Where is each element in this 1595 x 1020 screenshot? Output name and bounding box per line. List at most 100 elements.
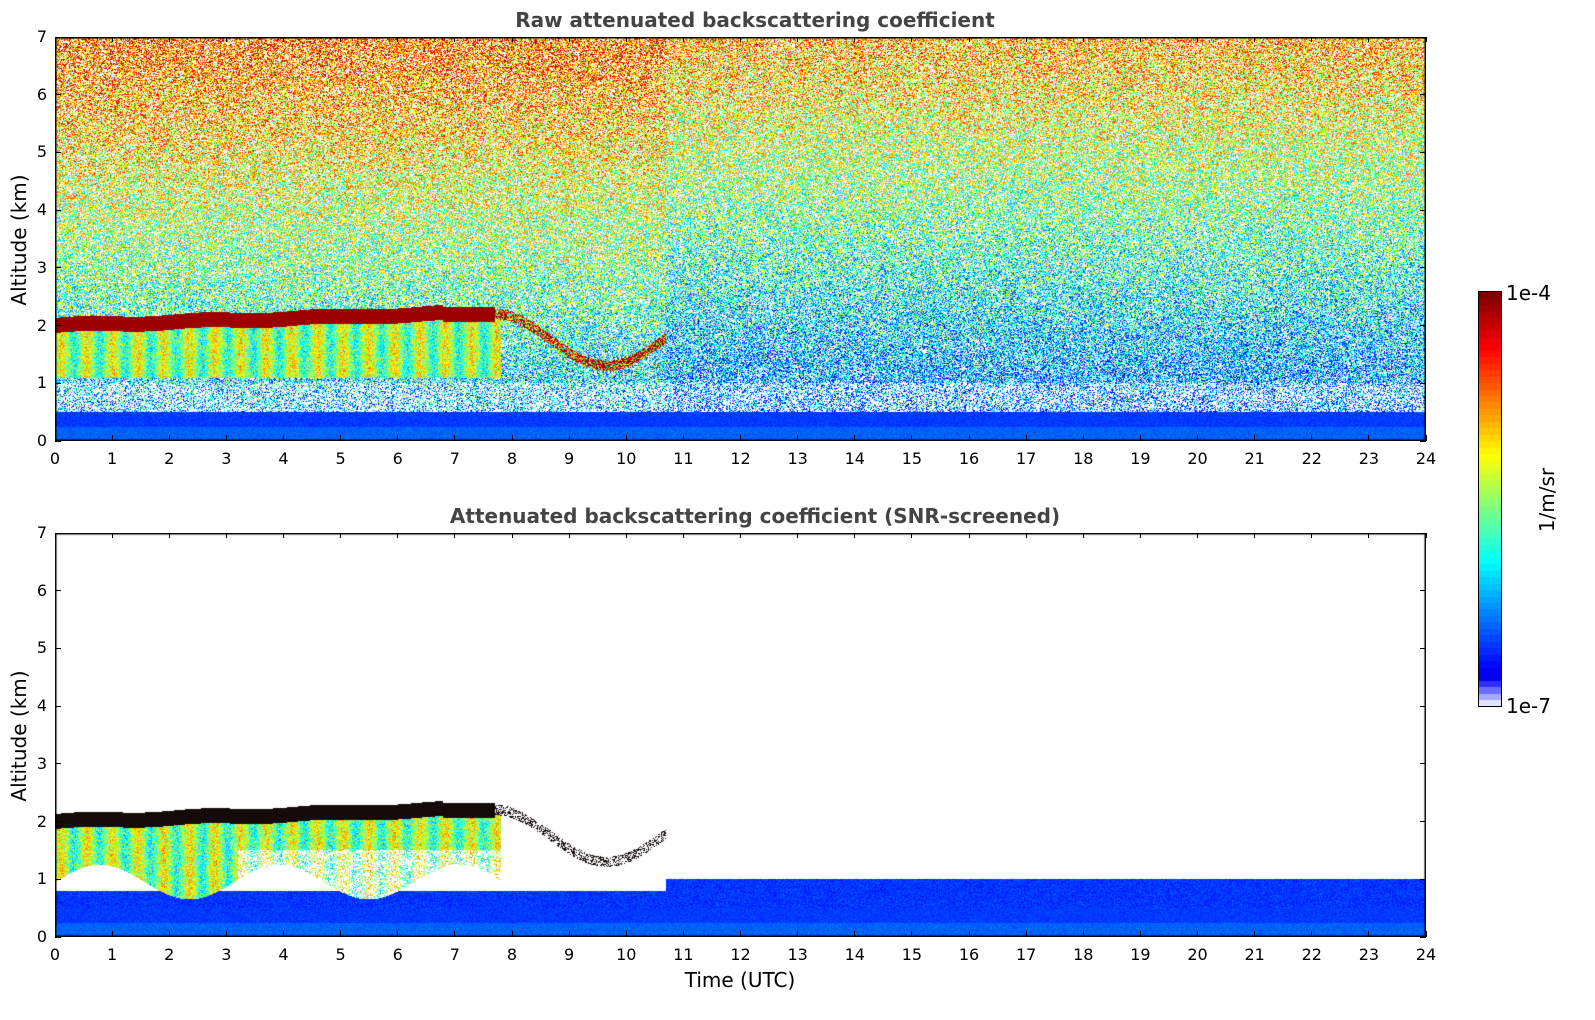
panel-2-ylabel: Altitude (km) — [7, 670, 31, 802]
y-tick-label: 6 — [36, 84, 47, 104]
x-tick-mark — [1197, 435, 1198, 441]
x-tick-label: 14 — [844, 945, 865, 964]
y-tick-label: 3 — [36, 257, 47, 277]
x-tick-mark — [454, 435, 456, 441]
x-tick-mark-top — [111, 533, 113, 538]
x-tick-label: 21 — [1244, 945, 1265, 964]
x-tick-label: 11 — [673, 449, 694, 468]
x-tick-mark — [1082, 931, 1084, 937]
y-tick-mark-right — [1420, 209, 1426, 211]
x-tick-mark-top — [682, 37, 684, 42]
x-tick-label: 2 — [164, 945, 175, 964]
x-tick-label: 10 — [616, 449, 637, 468]
x-tick-label: 23 — [1358, 945, 1380, 964]
x-tick-label: 16 — [958, 945, 980, 964]
x-tick-mark-top — [682, 533, 684, 538]
x-tick-label: 18 — [1073, 449, 1094, 468]
x-tick-mark-top — [854, 533, 856, 538]
x-tick-mark — [1311, 435, 1313, 441]
x-tick-label: 24 — [1415, 945, 1437, 964]
x-tick-mark — [511, 931, 513, 937]
x-tick-label: 8 — [506, 449, 518, 468]
panel-1-title: Raw attenuated backscattering coefficien… — [515, 8, 995, 32]
y-tick-mark-right — [1420, 267, 1426, 269]
y-tick-mark — [55, 590, 61, 592]
y-tick-label: 4 — [36, 696, 47, 716]
x-tick-mark — [168, 931, 170, 937]
colorbar-min-label: 1e-7 — [1506, 694, 1551, 718]
x-tick-label: 23 — [1358, 449, 1380, 468]
panel-2-heatmap — [55, 533, 1426, 937]
x-tick-label: 19 — [1130, 945, 1151, 964]
x-tick-mark — [1425, 435, 1427, 441]
x-tick-mark-top — [740, 37, 741, 42]
x-tick-label: 15 — [901, 449, 923, 468]
x-tick-mark — [1082, 435, 1084, 441]
x-tick-label: 18 — [1073, 945, 1094, 964]
y-tick-mark-right — [1420, 936, 1426, 938]
x-tick-mark — [1025, 435, 1027, 441]
y-tick-mark-right — [1420, 36, 1426, 38]
y-tick-label: 0 — [36, 927, 47, 946]
y-tick-mark — [55, 94, 61, 96]
x-tick-label: 4 — [278, 945, 289, 964]
y-tick-mark — [55, 440, 61, 442]
x-tick-mark — [1368, 931, 1370, 937]
x-tick-label: 7 — [449, 945, 460, 964]
y-tick-mark — [55, 325, 61, 327]
y-tick-mark-right — [1420, 382, 1426, 384]
x-tick-mark-top — [1139, 37, 1141, 42]
x-tick-mark-top — [454, 533, 456, 538]
y-tick-mark-right — [1420, 878, 1426, 880]
x-tick-label: 13 — [787, 945, 808, 964]
x-tick-mark — [854, 435, 856, 441]
x-tick-mark — [111, 435, 113, 441]
x-tick-mark — [1254, 435, 1256, 441]
x-tick-label: 20 — [1187, 945, 1208, 964]
x-tick-mark — [283, 435, 284, 441]
colorbar — [1478, 291, 1502, 707]
x-tick-label: 0 — [49, 449, 61, 468]
x-tick-mark — [568, 931, 570, 937]
x-tick-mark-top — [1254, 533, 1256, 538]
y-tick-mark-right — [1420, 94, 1426, 96]
y-tick-label: 1 — [36, 869, 47, 889]
x-tick-mark-top — [168, 37, 170, 42]
x-tick-mark-top — [1425, 37, 1427, 42]
x-tick-mark — [1311, 931, 1313, 937]
x-tick-mark — [1368, 435, 1370, 441]
y-tick-label: 6 — [36, 580, 47, 600]
x-tick-mark — [568, 435, 570, 441]
panel-1-ylabel: Altitude (km) — [7, 174, 31, 306]
x-tick-label: 22 — [1301, 449, 1322, 468]
x-tick-mark-top — [1025, 533, 1027, 538]
x-tick-label: 6 — [392, 449, 403, 468]
x-tick-mark-top — [454, 37, 456, 42]
x-tick-mark-top — [625, 533, 627, 538]
x-tick-label: 17 — [1015, 449, 1037, 468]
x-tick-mark-top — [1197, 37, 1198, 42]
colorbar-label: 1/m/sr — [1535, 467, 1559, 533]
x-tick-mark-top — [511, 37, 513, 42]
panel-2-title: Attenuated backscattering coefficient (S… — [449, 504, 1061, 528]
x-tick-mark — [1197, 931, 1198, 937]
y-tick-mark — [55, 36, 61, 38]
x-tick-mark — [911, 931, 913, 937]
y-tick-mark — [55, 382, 61, 384]
x-tick-mark-top — [340, 37, 342, 42]
x-tick-label: 7 — [449, 449, 460, 468]
x-tick-mark — [511, 435, 513, 441]
x-tick-mark-top — [397, 37, 399, 42]
x-tick-mark-top — [54, 533, 56, 538]
x-tick-label: 3 — [221, 449, 232, 468]
y-tick-label: 0 — [36, 431, 47, 450]
x-tick-mark — [1139, 435, 1141, 441]
x-tick-mark-top — [1139, 533, 1141, 538]
x-tick-mark-top — [1082, 37, 1084, 42]
x-tick-mark-top — [283, 37, 284, 42]
y-tick-label: 2 — [36, 811, 47, 831]
y-tick-mark-right — [1420, 151, 1426, 153]
x-tick-mark-top — [1368, 37, 1370, 42]
x-tick-mark — [625, 931, 627, 937]
y-tick-label: 3 — [36, 753, 47, 773]
